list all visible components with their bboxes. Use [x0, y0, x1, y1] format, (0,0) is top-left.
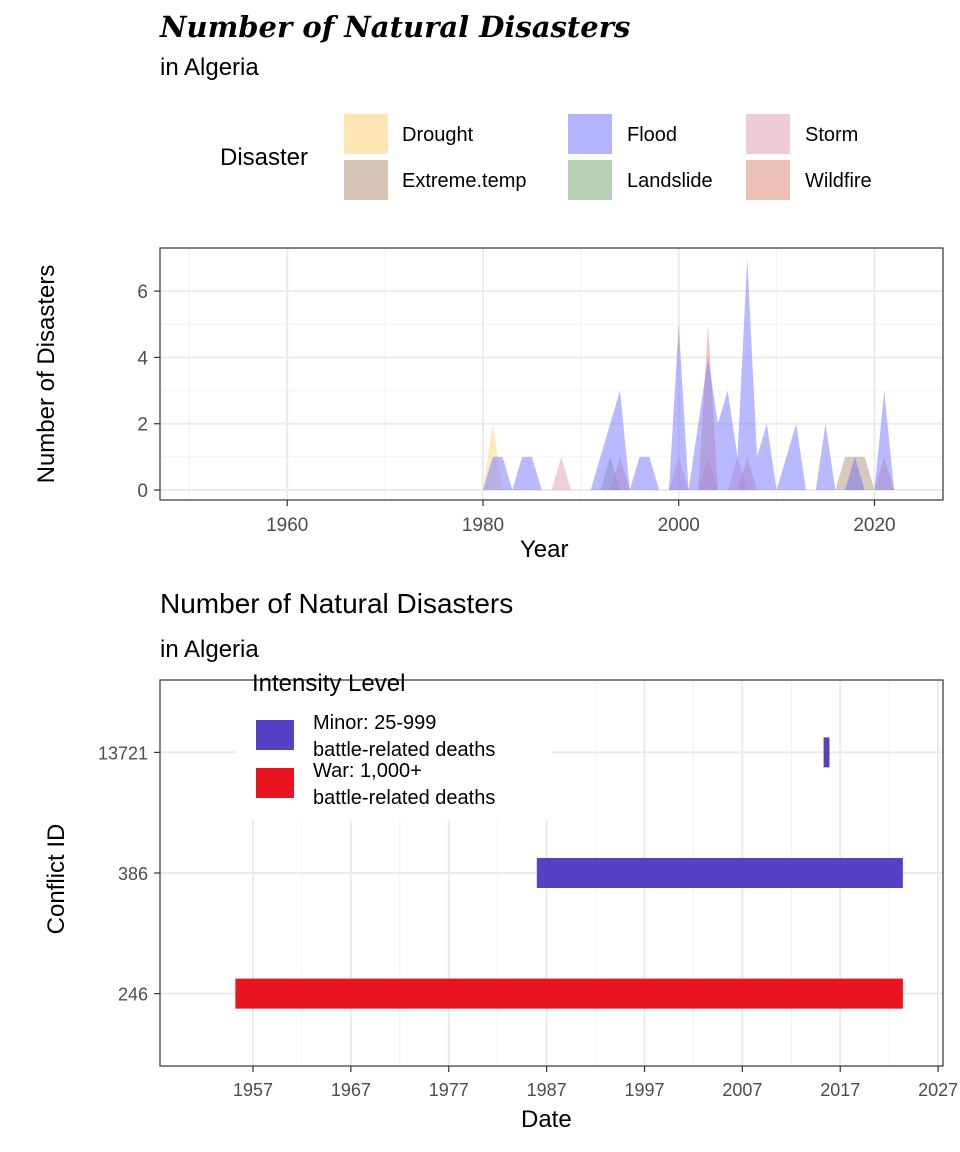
- chart2-ticks: 1957 1967 1977 1987 1997 2007 2017 2027 246 386 13…: [98, 743, 958, 1100]
- chart1-x-tick-label: 2000: [658, 515, 700, 536]
- conflict-bar-246: [235, 978, 903, 1009]
- legend-swatch-flood: [568, 114, 612, 154]
- legend-swatch-extreme-temp: [344, 160, 388, 200]
- legend-swatch-war: [256, 768, 294, 798]
- chart2-x-tick-label: 2017: [820, 1080, 860, 1100]
- chart2-legend-title: Intensity Level: [252, 670, 406, 697]
- chart2-x-tick-label: 2007: [722, 1080, 762, 1100]
- legend-label-minor: Minor: 25-999: [313, 712, 437, 734]
- chart1-y-tick-label: 4: [137, 348, 148, 369]
- area-flood: [482, 257, 895, 491]
- legend-label-landslide: Landslide: [627, 170, 713, 192]
- chart1-subtitle: in Algeria: [160, 54, 259, 81]
- chart1-title: Number of Natural Disasters: [160, 10, 631, 44]
- chart2-y-axis-title: Conflict ID: [43, 823, 70, 935]
- legend-label-war-line2: battle-related deaths: [313, 787, 496, 809]
- chart2-subtitle: in Algeria: [160, 636, 259, 663]
- chart2-x-tick-label: 1957: [233, 1080, 273, 1100]
- chart1-x-axis-title: Year: [520, 536, 569, 563]
- conflict-bar-13721: [823, 737, 830, 768]
- chart1-panel-border: [159, 247, 944, 501]
- legend-label-extreme-temp: Extreme.temp: [402, 170, 527, 192]
- chart1-ticks: 1960 1980 2000 2020 0 2 4 6: [137, 282, 895, 536]
- chart2-x-tick-label: 1997: [624, 1080, 664, 1100]
- legend-label-drought: Drought: [402, 124, 474, 146]
- chart1-areas: [482, 257, 895, 491]
- chart1-y-tick-label: 2: [137, 415, 148, 436]
- chart2-bars: [235, 737, 903, 1009]
- chart2-y-tick-label: 246: [118, 985, 148, 1005]
- legend-label-wildfire: Wildfire: [805, 170, 872, 192]
- legend-swatch-storm: [746, 114, 790, 154]
- chart1-legend-title: Disaster: [220, 144, 309, 171]
- legend-swatch-drought: [344, 114, 388, 154]
- legend-label-war: War: 1,000+: [313, 760, 422, 782]
- chart1-y-tick-label: 6: [137, 282, 148, 303]
- chart1-x-tick-label: 1980: [462, 515, 504, 536]
- chart2-x-tick-label: 1977: [429, 1080, 469, 1100]
- chart1-x-tick-label: 1960: [266, 515, 308, 536]
- chart2-y-tick-label: 13721: [98, 743, 148, 763]
- legend-label-flood: Flood: [627, 124, 678, 146]
- conflict-bar-386: [536, 858, 903, 888]
- chart1-y-tick-label: 0: [137, 481, 148, 502]
- legend-swatch-minor: [256, 720, 294, 750]
- chart2-title: Number of Natural Disasters: [160, 588, 514, 619]
- chart2-x-axis-title: Date: [521, 1106, 572, 1133]
- chart2-x-tick-label: 1987: [527, 1080, 567, 1100]
- legend-label-storm: Storm: [805, 124, 859, 146]
- legend-swatch-wildfire: [746, 160, 790, 200]
- chart1-x-tick-label: 2020: [853, 515, 895, 536]
- legend-swatch-landslide: [568, 160, 612, 200]
- chart2-x-tick-label: 2027: [918, 1080, 958, 1100]
- legend-label-minor-line2: battle-related deaths: [313, 739, 496, 761]
- chart2-x-tick-label: 1967: [331, 1080, 371, 1100]
- chart2-y-tick-label: 386: [118, 864, 148, 884]
